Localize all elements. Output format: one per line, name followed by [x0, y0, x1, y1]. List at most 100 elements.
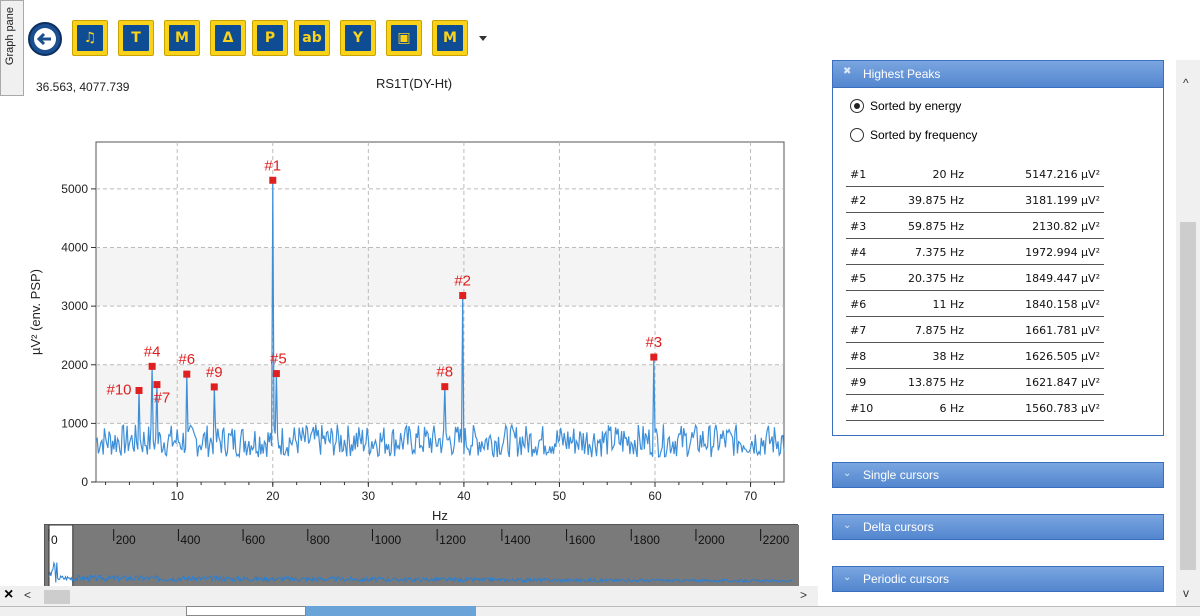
single-cursors-label: Single cursors — [863, 468, 940, 482]
expand-chevron-icon: ⌄ — [843, 572, 852, 583]
peak-value: 1661.781 µV² — [1025, 324, 1100, 337]
peak-marker[interactable] — [650, 353, 658, 361]
y-axis-label: µV² (env. PSP) — [28, 269, 43, 355]
expand-chevron-icon: ⌄ — [843, 520, 852, 531]
status-toolbar-fragment — [306, 606, 476, 616]
peak-value: 1972.994 µV² — [1025, 246, 1100, 259]
peak-label: #1 — [264, 157, 281, 174]
vertical-scroll-thumb[interactable] — [1180, 222, 1196, 570]
y-axis-button[interactable]: Y — [340, 20, 376, 56]
peak-marker[interactable] — [153, 381, 161, 389]
horizontal-scrollbar[interactable] — [0, 586, 818, 606]
overview-tick-label: 2200 — [763, 533, 790, 547]
highest-peaks-body — [832, 88, 1164, 436]
periodic-cursors-section[interactable]: ⌄ Periodic cursors — [832, 566, 1164, 592]
peak-rank: #3 — [850, 220, 867, 233]
overview-plot[interactable]: 0 200 400 600 800 1000 1200 1400 1600 1800 2000 220… — [45, 524, 799, 588]
collapse-chevron-icon: ✖ — [843, 66, 852, 77]
peak-marker[interactable] — [272, 370, 280, 378]
overview-tick-label: 2000 — [698, 533, 725, 547]
peak-frequency: 7.875 Hz — [914, 324, 964, 337]
peak-marker[interactable] — [135, 387, 143, 395]
peak-frequency: 59.875 Hz — [907, 220, 964, 233]
peak-rank: #2 — [850, 194, 867, 207]
peak-label: #3 — [645, 334, 662, 351]
horizontal-scroll-thumb[interactable] — [44, 590, 70, 604]
peak-label: #7 — [154, 390, 171, 407]
highest-peaks-header[interactable]: ✖ Highest Peaks — [832, 60, 1164, 88]
peak-rank: #8 — [850, 350, 867, 363]
peak-row[interactable]: #8 38 Hz 1626.505 µV² — [846, 343, 1104, 369]
spectrum-chart[interactable]: 0 1000 2000 3000 4000 5000 10 20 30 40 50 60 70 #1 #2 #… — [0, 0, 800, 530]
peak-row[interactable]: #3 59.875 Hz 2130.82 µV² — [846, 213, 1104, 239]
overview-background — [45, 525, 799, 587]
time-cursor-button[interactable]: T — [118, 20, 154, 56]
peak-rank: #7 — [850, 324, 867, 337]
peak-frequency: 7.375 Hz — [914, 246, 964, 259]
overview-tick-label: 400 — [180, 533, 200, 547]
overview-tick-label: 1400 — [504, 533, 531, 547]
peak-label: #4 — [144, 343, 161, 360]
y-axis-icon: Y — [345, 25, 371, 51]
back-button[interactable] — [28, 22, 62, 56]
toolbar-dropdown-icon[interactable] — [479, 36, 487, 41]
sort-by-energy-radio[interactable]: Sorted by energy — [850, 99, 961, 113]
spectrum-line — [95, 180, 785, 459]
delta-button[interactable]: Δ — [210, 20, 246, 56]
scroll-down-icon[interactable]: v — [1183, 586, 1189, 600]
overview-spectrum-line — [48, 560, 793, 584]
status-strip — [0, 606, 1200, 616]
y-tick-label: 1000 — [61, 416, 88, 430]
close-icon[interactable]: × — [4, 586, 14, 603]
peak-row[interactable]: #4 7.375 Hz 1972.994 µV² — [846, 239, 1104, 265]
overview-chart[interactable]: 0 200 400 600 800 1000 1200 1400 1600 1800 2000 220… — [44, 524, 799, 588]
peak-row[interactable]: #5 20.375 Hz 1849.447 µV² — [846, 265, 1104, 291]
marker-clear-icon: M — [437, 25, 463, 51]
peak-marker[interactable] — [183, 370, 191, 378]
scroll-left-icon[interactable]: < — [24, 588, 32, 602]
marker-clear-button[interactable]: M — [432, 20, 468, 56]
delta-cursors-section[interactable]: ⌄ Delta cursors — [832, 514, 1164, 540]
single-cursors-section[interactable]: ⌄ Single cursors — [832, 462, 1164, 488]
x-tick-label: 10 — [171, 489, 185, 503]
scroll-right-icon[interactable]: > — [800, 588, 808, 602]
peak-value: 1621.847 µV² — [1025, 376, 1100, 389]
graph-pane-tab[interactable]: Graph pane — [0, 0, 24, 96]
peak-row[interactable]: #10 6 Hz 1560.783 µV² — [846, 395, 1104, 421]
peak-value: 3181.199 µV² — [1025, 194, 1100, 207]
peak-rank: #1 — [850, 168, 867, 181]
sort-by-frequency-radio[interactable]: Sorted by frequency — [850, 128, 977, 142]
peak-row[interactable]: #7 7.875 Hz 1661.781 µV² — [846, 317, 1104, 343]
scroll-up-icon[interactable]: ^ — [1183, 76, 1189, 90]
peak-row[interactable]: #2 39.875 Hz 3181.199 µV² — [846, 187, 1104, 213]
peak-marker[interactable] — [210, 383, 218, 391]
save-button[interactable]: ▣ — [386, 20, 422, 56]
peak-row[interactable]: #9 13.875 Hz 1621.847 µV² — [846, 369, 1104, 395]
overview-tick-label: 1600 — [569, 533, 596, 547]
peak-button[interactable]: P — [252, 20, 288, 56]
peak-marker[interactable] — [269, 176, 277, 184]
peak-rank: #6 — [850, 298, 867, 311]
peak-label: #10 — [106, 382, 131, 399]
peak-icon: P — [257, 25, 283, 51]
text-label-button[interactable]: ab — [294, 20, 330, 56]
peak-marker[interactable] — [441, 383, 449, 391]
status-field — [186, 606, 306, 616]
y-tick-label: 3000 — [61, 299, 88, 313]
peak-frequency: 20.375 Hz — [907, 272, 964, 285]
overview-tick-label: 800 — [310, 533, 330, 547]
peak-rank: #4 — [850, 246, 867, 259]
marker-button[interactable]: M — [164, 20, 200, 56]
peak-row[interactable]: #1 20 Hz 5147.216 µV² — [846, 161, 1104, 187]
overview-tick-label: 600 — [245, 533, 265, 547]
export-button[interactable]: ♫ — [72, 20, 108, 56]
time-cursor-icon: T — [123, 25, 149, 51]
peak-marker[interactable] — [148, 362, 156, 370]
peak-frequency: 6 Hz — [939, 402, 964, 415]
peak-label: #9 — [206, 364, 223, 381]
overview-tick-label: 1800 — [633, 533, 660, 547]
peak-rank: #9 — [850, 376, 867, 389]
peak-marker[interactable] — [459, 292, 467, 300]
y-tick-label: 2000 — [61, 358, 88, 372]
peak-row[interactable]: #6 11 Hz 1840.158 µV² — [846, 291, 1104, 317]
